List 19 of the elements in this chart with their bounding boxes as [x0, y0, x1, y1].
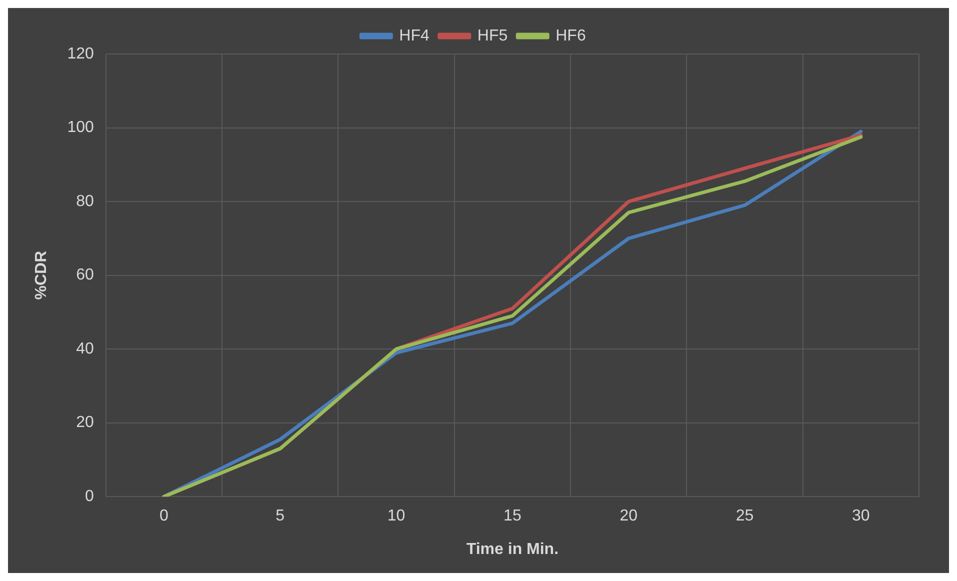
- y-tick-label: 120: [67, 45, 94, 62]
- y-tick-label: 80: [76, 192, 94, 210]
- legend-label: HF4: [399, 27, 430, 44]
- y-axis-title: %CDR: [33, 250, 50, 300]
- y-tick-label: 20: [76, 414, 94, 432]
- x-tick-label: 10: [387, 508, 406, 525]
- legend-label: HF5: [477, 27, 508, 44]
- x-axis-title: Time in Min.: [466, 540, 559, 558]
- y-tick-label: 60: [76, 266, 94, 284]
- y-tick-label: 100: [67, 119, 94, 136]
- x-tick-label: 0: [160, 508, 169, 525]
- x-tick-label: 15: [504, 508, 522, 525]
- x-tick-label: 25: [736, 508, 754, 525]
- x-tick-label: 20: [620, 508, 638, 525]
- x-tick-label: 30: [852, 508, 870, 525]
- y-tick-label: 0: [84, 488, 94, 506]
- legend-label: HF6: [556, 27, 586, 44]
- x-tick-label: 5: [276, 508, 285, 525]
- y-tick-label: 40: [76, 340, 94, 358]
